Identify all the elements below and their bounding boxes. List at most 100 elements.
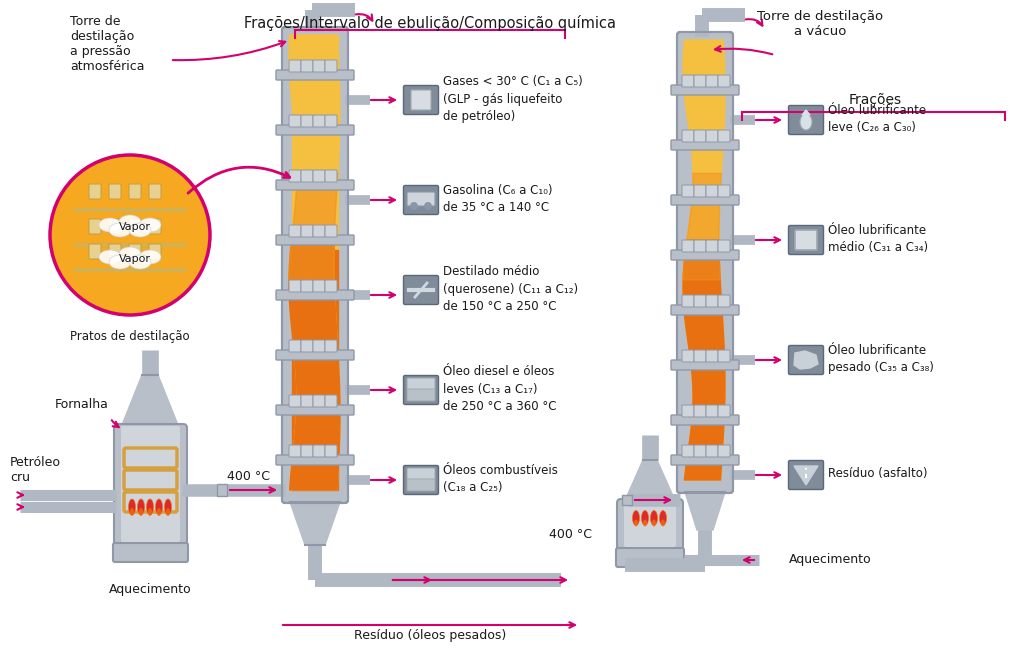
FancyBboxPatch shape <box>718 445 730 457</box>
FancyBboxPatch shape <box>325 115 337 127</box>
Text: Gases < 30° C (C₁ a C₅)
(GLP - gás liquefeito
de petróleo): Gases < 30° C (C₁ a C₅) (GLP - gás lique… <box>443 75 583 123</box>
Ellipse shape <box>129 255 151 269</box>
FancyBboxPatch shape <box>671 305 739 315</box>
FancyBboxPatch shape <box>325 340 337 352</box>
FancyBboxPatch shape <box>706 405 718 417</box>
FancyBboxPatch shape <box>706 185 718 197</box>
FancyBboxPatch shape <box>671 455 739 465</box>
Polygon shape <box>685 492 725 530</box>
FancyBboxPatch shape <box>301 60 313 72</box>
FancyBboxPatch shape <box>694 350 706 362</box>
FancyBboxPatch shape <box>694 240 706 252</box>
Ellipse shape <box>166 508 170 516</box>
Text: Aquecimento: Aquecimento <box>109 584 191 597</box>
Ellipse shape <box>650 510 657 525</box>
Ellipse shape <box>139 508 143 516</box>
FancyBboxPatch shape <box>129 184 141 199</box>
Ellipse shape <box>157 508 161 516</box>
FancyBboxPatch shape <box>276 455 354 465</box>
Circle shape <box>424 202 432 210</box>
Text: 400 °C: 400 °C <box>227 470 270 483</box>
Text: Resíduo (asfalto): Resíduo (asfalto) <box>828 468 928 481</box>
FancyBboxPatch shape <box>129 244 141 259</box>
FancyBboxPatch shape <box>289 280 301 292</box>
Text: 400 °C: 400 °C <box>549 529 592 542</box>
FancyBboxPatch shape <box>403 185 438 214</box>
Polygon shape <box>683 40 725 480</box>
FancyBboxPatch shape <box>301 340 313 352</box>
FancyBboxPatch shape <box>616 548 684 567</box>
FancyBboxPatch shape <box>682 405 694 417</box>
FancyBboxPatch shape <box>301 395 313 407</box>
Ellipse shape <box>634 519 638 527</box>
Ellipse shape <box>109 223 131 237</box>
FancyBboxPatch shape <box>313 60 325 72</box>
Ellipse shape <box>109 255 131 269</box>
FancyBboxPatch shape <box>682 295 694 307</box>
FancyBboxPatch shape <box>718 405 730 417</box>
Text: Destilado médio
(querosene) (C₁₁ a C₁₂)
de 150 °C a 250 °C: Destilado médio (querosene) (C₁₁ a C₁₂) … <box>443 265 579 313</box>
Ellipse shape <box>119 215 141 229</box>
Text: Torre de
destilação
a pressão
atmosférica: Torre de destilação a pressão atmosféric… <box>70 15 144 73</box>
FancyBboxPatch shape <box>682 185 694 197</box>
FancyBboxPatch shape <box>718 185 730 197</box>
FancyBboxPatch shape <box>407 468 435 480</box>
Ellipse shape <box>662 519 665 527</box>
FancyBboxPatch shape <box>276 70 354 80</box>
FancyBboxPatch shape <box>718 75 730 87</box>
FancyBboxPatch shape <box>694 185 706 197</box>
FancyBboxPatch shape <box>150 244 161 259</box>
Ellipse shape <box>659 510 667 525</box>
Polygon shape <box>623 460 677 505</box>
FancyBboxPatch shape <box>109 219 121 234</box>
Polygon shape <box>802 110 810 115</box>
Polygon shape <box>683 240 725 480</box>
FancyBboxPatch shape <box>706 75 718 87</box>
Ellipse shape <box>652 519 656 527</box>
FancyBboxPatch shape <box>403 466 438 495</box>
FancyBboxPatch shape <box>313 170 325 182</box>
FancyBboxPatch shape <box>325 395 337 407</box>
FancyBboxPatch shape <box>671 360 739 370</box>
Polygon shape <box>292 35 338 250</box>
Text: Aquecimento: Aquecimento <box>790 553 871 567</box>
FancyBboxPatch shape <box>407 479 435 491</box>
FancyBboxPatch shape <box>403 276 438 305</box>
FancyBboxPatch shape <box>694 75 706 87</box>
Ellipse shape <box>148 508 152 516</box>
FancyBboxPatch shape <box>89 184 101 199</box>
FancyBboxPatch shape <box>301 445 313 457</box>
Circle shape <box>50 155 210 315</box>
FancyBboxPatch shape <box>694 405 706 417</box>
Ellipse shape <box>128 499 135 515</box>
FancyBboxPatch shape <box>282 27 348 503</box>
FancyBboxPatch shape <box>407 378 435 390</box>
FancyBboxPatch shape <box>718 295 730 307</box>
Text: Frações: Frações <box>849 93 901 107</box>
FancyBboxPatch shape <box>121 426 180 542</box>
FancyBboxPatch shape <box>788 225 823 255</box>
Text: Petróleo
cru: Petróleo cru <box>10 456 61 484</box>
FancyBboxPatch shape <box>407 192 435 206</box>
Ellipse shape <box>633 510 640 525</box>
FancyBboxPatch shape <box>276 405 354 415</box>
Ellipse shape <box>137 499 144 515</box>
Polygon shape <box>794 351 818 369</box>
FancyBboxPatch shape <box>276 290 354 300</box>
FancyBboxPatch shape <box>313 340 325 352</box>
FancyBboxPatch shape <box>325 60 337 72</box>
FancyBboxPatch shape <box>301 225 313 237</box>
FancyBboxPatch shape <box>289 445 301 457</box>
Text: Resíduo (óleos pesados): Resíduo (óleos pesados) <box>354 629 506 641</box>
Ellipse shape <box>800 114 812 130</box>
FancyBboxPatch shape <box>795 230 817 250</box>
FancyBboxPatch shape <box>677 32 733 493</box>
Ellipse shape <box>99 218 121 232</box>
Text: Óleo lubrificante
leve (C₂₆ a C₃₀): Óleo lubrificante leve (C₂₆ a C₃₀) <box>828 103 926 134</box>
FancyBboxPatch shape <box>706 445 718 457</box>
Polygon shape <box>289 173 338 283</box>
FancyBboxPatch shape <box>682 75 694 87</box>
FancyBboxPatch shape <box>403 375 438 405</box>
Ellipse shape <box>130 508 134 516</box>
Text: Óleo lubrificante
médio (C₃₁ a C₃₄): Óleo lubrificante médio (C₃₁ a C₃₄) <box>828 224 928 254</box>
